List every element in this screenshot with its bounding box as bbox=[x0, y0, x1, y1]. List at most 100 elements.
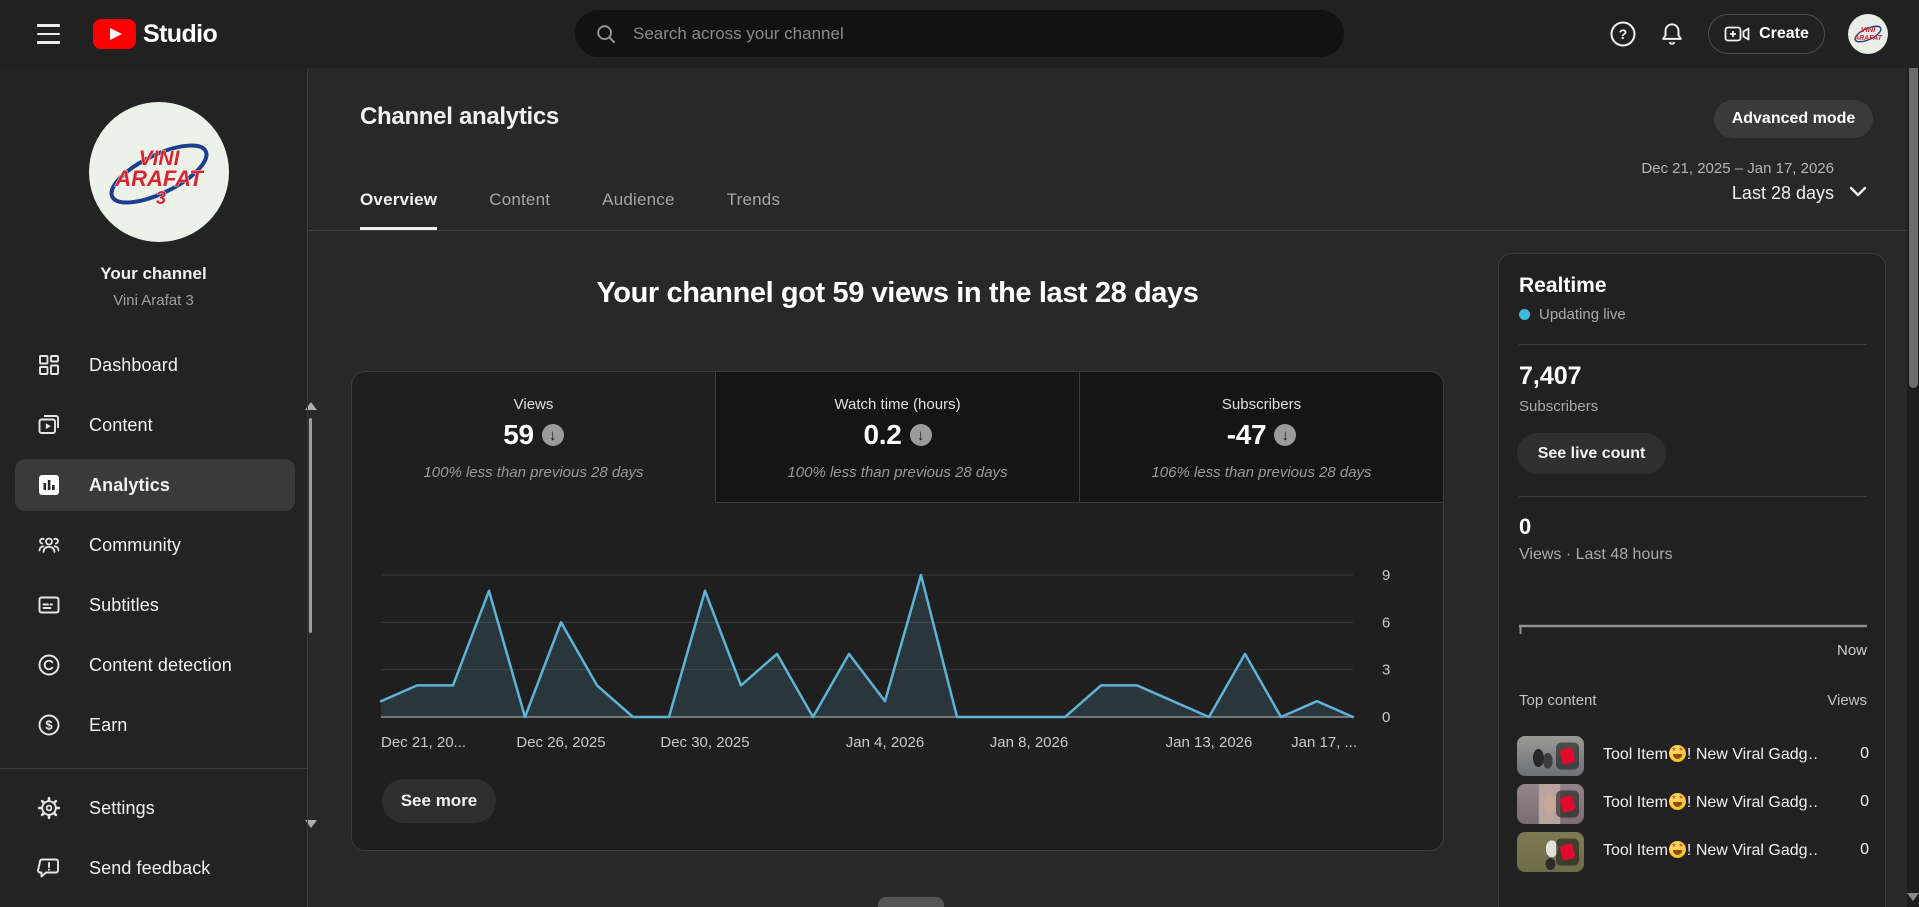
sidebar-item-settings[interactable]: Settings bbox=[0, 778, 307, 838]
analytics-icon bbox=[36, 472, 62, 498]
feedback-icon bbox=[36, 855, 62, 881]
channel-logo: VINI ARAFAT 3 bbox=[109, 143, 209, 208]
search-icon bbox=[597, 24, 616, 43]
create-button[interactable]: Create bbox=[1708, 14, 1825, 54]
sidebar-item-label: Content bbox=[89, 414, 153, 435]
top-content-row[interactable]: Tool Item! New Viral Gadg… 0 bbox=[1517, 736, 1869, 776]
svg-text:$: $ bbox=[45, 718, 53, 733]
hamburger-menu-icon[interactable] bbox=[37, 24, 60, 44]
svg-text:ARAFAT: ARAFAT bbox=[1853, 35, 1883, 42]
sidebar-scroll-down-arrow[interactable] bbox=[305, 820, 317, 828]
views-headline: Your channel got 59 views in the last 28… bbox=[596, 277, 1199, 309]
subtitles-icon bbox=[36, 592, 62, 618]
top-content-row[interactable]: Tool Item! New Viral Gadg… 0 bbox=[1517, 784, 1869, 824]
analytics-summary-card: Views 59 ↓ 100% less than previous 28 da… bbox=[351, 371, 1444, 851]
tab-content[interactable]: Content bbox=[489, 190, 551, 209]
top-content-label: Top content bbox=[1519, 692, 1597, 709]
metric-tab-watch-time[interactable]: Watch time (hours) 0.2 ↓ 100% less than … bbox=[715, 372, 1079, 503]
video-thumbnail bbox=[1517, 784, 1584, 824]
subscriber-count: 7,407 bbox=[1519, 362, 1582, 390]
metric-tab-views[interactable]: Views 59 ↓ 100% less than previous 28 da… bbox=[352, 372, 715, 503]
help-button[interactable]: ? bbox=[1606, 17, 1640, 51]
help-icon: ? bbox=[1610, 21, 1636, 47]
youtube-play-icon bbox=[93, 19, 136, 49]
date-preset-selector[interactable]: Last 28 days bbox=[1731, 183, 1834, 203]
topbar: Studio ? Create bbox=[0, 0, 1919, 68]
page-scrollbar-thumb[interactable] bbox=[1908, 62, 1918, 388]
video-views: 0 bbox=[1860, 793, 1869, 810]
page-scroll-down-arrow[interactable] bbox=[1907, 893, 1919, 901]
views-column-label: Views bbox=[1827, 692, 1867, 709]
sidebar-nav: Dashboard Content bbox=[0, 335, 307, 755]
sidebar-item-community[interactable]: Community bbox=[0, 515, 307, 575]
top-content-row[interactable]: Tool Item! New Viral Gadg… 0 bbox=[1517, 832, 1869, 872]
metric-subtext: 100% less than previous 28 days bbox=[787, 464, 1008, 481]
channel-avatar[interactable]: VINI ARAFAT 3 bbox=[89, 102, 229, 242]
metric-label: Views bbox=[513, 396, 554, 413]
views-48h-count: 0 bbox=[1519, 514, 1532, 539]
sidebar-item-earn[interactable]: $ Earn bbox=[0, 695, 307, 755]
svg-text:VINI: VINI bbox=[139, 147, 181, 170]
youtube-studio-logo[interactable]: Studio bbox=[93, 18, 218, 50]
next-card-partial bbox=[878, 897, 944, 907]
see-more-button[interactable]: See more bbox=[382, 779, 496, 823]
svg-text:0: 0 bbox=[1382, 709, 1390, 726]
trend-down-icon: ↓ bbox=[541, 424, 564, 446]
realtime-divider bbox=[1519, 496, 1867, 497]
your-channel-label: Your channel bbox=[100, 264, 207, 283]
metric-label: Subscribers bbox=[1221, 396, 1302, 413]
active-tab-underline bbox=[360, 227, 437, 230]
search-bar[interactable] bbox=[575, 10, 1344, 57]
tab-overview[interactable]: Overview bbox=[360, 190, 438, 209]
live-dot-icon bbox=[1519, 309, 1530, 320]
account-avatar[interactable]: VINI ARAFAT bbox=[1848, 14, 1888, 54]
community-icon bbox=[36, 532, 62, 558]
metric-tab-subscribers[interactable]: Subscribers -47 ↓ 106% less than previou… bbox=[1079, 372, 1443, 503]
see-live-count-button[interactable]: See live count bbox=[1517, 433, 1666, 474]
video-views: 0 bbox=[1860, 745, 1869, 762]
subscriber-count-label: Subscribers bbox=[1519, 398, 1599, 415]
views-48h-sparkline bbox=[1519, 624, 1867, 634]
sidebar-scroll-up-arrow[interactable] bbox=[305, 402, 317, 410]
video-thumbnail bbox=[1517, 832, 1584, 872]
realtime-status: Updating live bbox=[1519, 306, 1626, 323]
realtime-divider bbox=[1519, 344, 1867, 345]
svg-text:Jan 8, 2026: Jan 8, 2026 bbox=[990, 734, 1068, 751]
svg-text:?: ? bbox=[1619, 26, 1628, 42]
advanced-mode-button[interactable]: Advanced mode bbox=[1714, 100, 1873, 138]
sidebar-item-analytics[interactable]: Analytics bbox=[0, 455, 307, 515]
content-icon bbox=[36, 412, 62, 438]
svg-text:Jan 17, ...: Jan 17, ... bbox=[1291, 734, 1357, 751]
earn-dollar-icon: $ bbox=[36, 712, 62, 738]
video-views: 0 bbox=[1860, 841, 1869, 858]
sidebar-item-label: Send feedback bbox=[89, 857, 211, 878]
svg-text:3: 3 bbox=[1382, 662, 1390, 679]
sidebar-item-subtitles[interactable]: Subtitles bbox=[0, 575, 307, 635]
search-input[interactable] bbox=[633, 23, 1324, 44]
tab-trends[interactable]: Trends bbox=[726, 190, 781, 209]
notifications-button[interactable] bbox=[1655, 17, 1689, 51]
svg-text:9: 9 bbox=[1382, 567, 1390, 584]
page-title: Channel analytics bbox=[360, 103, 559, 130]
sidebar-item-send-feedback[interactable]: Send feedback bbox=[0, 838, 307, 898]
sidebar-scrollbar-thumb[interactable] bbox=[309, 418, 312, 633]
svg-text:ARAFAT: ARAFAT bbox=[114, 166, 204, 191]
metric-tabs: Views 59 ↓ 100% less than previous 28 da… bbox=[352, 372, 1443, 503]
copyright-icon bbox=[36, 652, 62, 678]
tab-audience[interactable]: Audience bbox=[602, 190, 675, 209]
sidebar-item-dashboard[interactable]: Dashboard bbox=[0, 335, 307, 395]
gear-icon bbox=[36, 795, 62, 821]
header-divider bbox=[308, 230, 1919, 231]
chevron-down-icon[interactable] bbox=[1845, 178, 1871, 204]
metric-label: Watch time (hours) bbox=[834, 396, 961, 413]
svg-text:Dec 30, 2025: Dec 30, 2025 bbox=[660, 734, 749, 751]
sidebar-content-divider bbox=[307, 68, 308, 907]
sidebar-footer: Settings Send feedback bbox=[0, 778, 307, 898]
sidebar-item-label: Subtitles bbox=[89, 594, 159, 615]
sidebar-item-content-detection[interactable]: Content detection bbox=[0, 635, 307, 695]
top-content-header: Top content Views bbox=[1519, 692, 1867, 709]
metric-value: -47 bbox=[1226, 419, 1267, 450]
page-scrollbar[interactable] bbox=[1907, 0, 1919, 907]
svg-text:Jan 4, 2026: Jan 4, 2026 bbox=[846, 734, 924, 751]
sidebar-item-content[interactable]: Content bbox=[0, 395, 307, 455]
